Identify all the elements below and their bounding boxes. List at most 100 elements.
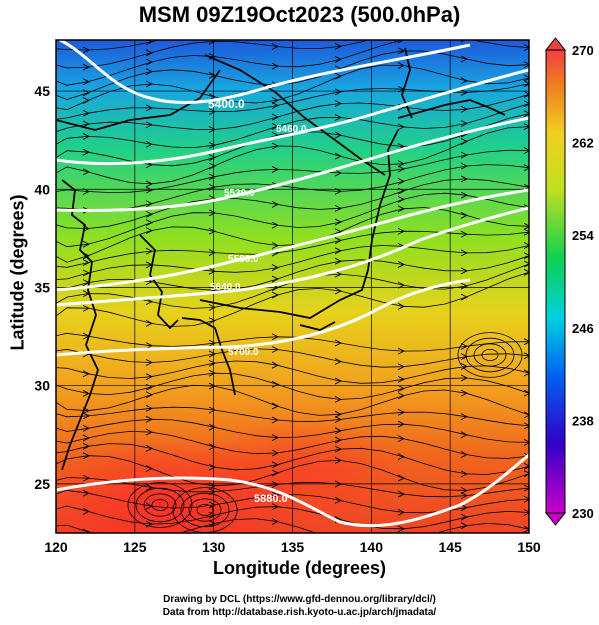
streamline-swirl [457,332,523,378]
streamline-arrow [145,359,154,366]
streamline-arrow [334,416,343,423]
streamline-arrow [145,342,154,350]
streamline-arrow [460,513,469,521]
streamline-arrow [145,319,154,327]
plot-frame [55,39,530,534]
colorbar-tick-label: 246 [572,321,594,336]
streamline-arrow [334,131,343,139]
contour-label-5460: 5460.0 [276,124,307,135]
contour-label-5400: 5400.0 [208,97,245,111]
streamline-swirl [473,343,507,367]
map-title: MSM 09Z19Oct2023 (500.0hPa) [138,2,461,27]
streamline-arrow [145,247,154,255]
streamline-arrow [145,40,154,46]
streamline-arrow [272,25,278,31]
height-contours [56,40,529,528]
streamline-arrow [397,160,406,168]
streamline-arrow [145,49,154,57]
streamline-arrow [271,142,280,150]
streamline-arrow [523,44,529,52]
x-tick-label: 120 [44,539,68,555]
streamline-arrow [82,269,91,277]
streamline-arrow [523,123,529,130]
streamline-arrow [82,442,91,450]
streamline-arrow [145,391,154,399]
streamline-arrow [334,436,343,444]
streamline-arrow [523,147,529,154]
streamline-arrow [208,382,217,390]
streamline-arrow [397,474,406,482]
streamline-arrow [145,373,154,381]
streamline-arrow [397,187,406,195]
streamline-arrow [335,537,341,543]
streamline-arrow [145,180,154,188]
contour-5640 [56,206,529,307]
streamline-arrow [208,173,217,181]
streamline-arrow [334,42,343,50]
streamline-swirl [196,503,214,516]
streamline-arrow [82,78,91,86]
streamline-swirl [465,337,515,373]
streamline-arrow [334,377,343,385]
streamline-arrow [208,40,217,45]
streamline-arrow [271,221,280,229]
streamline-arrow [82,259,91,266]
streamline-arrow [271,469,280,477]
streamline-arrow [397,177,406,185]
streamline-arrow [145,444,154,452]
streamline-arrow [271,402,280,410]
streamline-arrow [271,166,280,173]
x-tick-label: 135 [281,539,305,555]
streamline-swirl [143,493,177,517]
x-tick-label: 145 [438,539,462,555]
streamline-arrow [460,55,469,63]
streamline-arrow [397,62,406,69]
y-tick-label: 30 [34,378,50,394]
streamline-arrow [271,491,280,499]
x-tick-label: 140 [360,539,384,555]
streamline-arrow [208,317,217,325]
streamline-arrow [208,141,217,149]
streamline-arrow [523,470,529,478]
streamline-arrow [523,242,529,249]
streamline-arrow [271,291,280,299]
colorbar: 270 262 254 246 238 230 [544,37,594,526]
streamline-arrow [82,424,91,432]
streamline-arrow [208,520,217,527]
streamline-arrow [397,385,406,392]
streamline-arrow [145,404,154,412]
streamline-arrow [208,267,217,275]
streamline-arrow [271,62,280,70]
contour-labels: 5400.0 5460.0 5520.0 5580.0 5640.0 5700.… [208,97,307,505]
contour-5460 [56,68,529,166]
streamline-arrow [461,5,467,11]
streamline-arrow [397,453,406,461]
streamline-arrow [145,68,154,76]
streamline-arrow [397,205,406,213]
streamline-arrow [82,109,91,117]
streamline-arrow [397,165,406,173]
contour-5880 [56,453,529,528]
streamline-arrow [208,359,217,367]
streamline-arrow [82,148,91,156]
contour-label-5580: 5580.0 [228,254,259,265]
streamline-arrow [397,347,406,355]
streamline-arrow [82,507,91,515]
streamline-arrow [397,525,406,533]
streamline-arrow [523,484,529,492]
streamline-arrow [334,339,343,347]
streamline-arrow [523,74,529,82]
streamline-arrow [460,230,469,238]
streamline-arrow [82,412,91,420]
streamline-arrow [145,383,154,391]
streamline-arrow [523,439,529,446]
streamline-arrow [271,43,280,50]
streamline-arrow [145,104,154,112]
streamline-arrow [460,470,469,478]
streamline-arrow [523,509,529,516]
y-tick-label: 40 [34,181,50,197]
streamline-arrow [523,495,529,503]
streamline-arrow [523,268,529,276]
streamline-arrow [82,528,91,533]
x-tick-label: 130 [202,539,226,555]
